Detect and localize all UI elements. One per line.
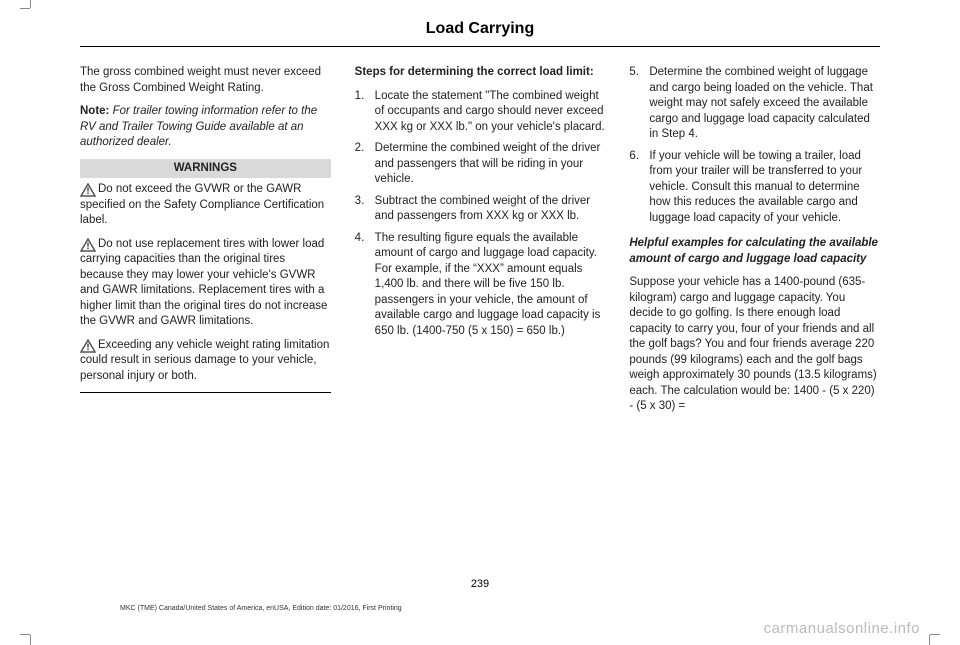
warnings-header: WARNINGS [80, 159, 331, 179]
step-item: 5. Determine the combined weight of lugga… [629, 65, 880, 143]
step-text: Locate the statement "The combined weigh… [375, 90, 605, 133]
warning-item: Do not use replacement tires with lower … [80, 237, 331, 330]
note-text: For trailer towing information refer to … [80, 105, 317, 148]
page-title: Load Carrying [80, 20, 880, 47]
column-2: Steps for determining the correct load l… [355, 65, 606, 423]
column-1: The gross combined weight must never exc… [80, 65, 331, 423]
example-text: Suppose your vehicle has a 1400-pound (6… [629, 275, 880, 415]
watermark: carmanualsonline.info [764, 620, 920, 637]
warning-icon [80, 339, 96, 353]
warning-item: Exceeding any vehicle weight rating limi… [80, 338, 331, 385]
note-label: Note: [80, 105, 109, 117]
step-text: Determine the combined weight of the dri… [375, 142, 601, 185]
step-number: 2. [355, 141, 365, 157]
warning-icon [80, 183, 96, 197]
footer-meta: MKC (TME) Canada/United States of Americ… [120, 605, 402, 612]
step-text: Determine the combined weight of luggage… [649, 66, 873, 140]
step-item: 1. Locate the statement "The combined wei… [355, 89, 606, 136]
paragraph: The gross combined weight must never exc… [80, 65, 331, 96]
examples-heading: Helpful examples for calculating the ava… [629, 236, 880, 267]
step-item: 3. Subtract the combined weight of the dr… [355, 194, 606, 225]
warning-icon [80, 238, 96, 252]
step-text: Subtract the combined weight of the driv… [375, 195, 590, 223]
step-item: 6. If your vehicle will be towing a trail… [629, 149, 880, 227]
steps-list-cont: 5. Determine the combined weight of lugga… [629, 65, 880, 226]
divider [80, 392, 331, 393]
step-text: If your vehicle will be towing a trailer… [649, 150, 862, 224]
steps-list: 1. Locate the statement "The combined wei… [355, 89, 606, 340]
step-number: 6. [629, 149, 639, 165]
step-number: 4. [355, 231, 365, 247]
step-number: 3. [355, 194, 365, 210]
step-number: 5. [629, 65, 639, 81]
step-item: 2. Determine the combined weight of the d… [355, 141, 606, 188]
warning-item: Do not exceed the GVWR or the GAWR speci… [80, 182, 331, 229]
manual-page: Load Carrying The gross combined weight … [40, 20, 920, 620]
steps-heading: Steps for determining the correct load l… [355, 65, 606, 81]
page-number: 239 [40, 578, 920, 590]
warning-text: Do not exceed the GVWR or the GAWR speci… [80, 183, 324, 226]
step-text: The resulting figure equals the availabl… [375, 232, 601, 337]
content-columns: The gross combined weight must never exc… [40, 65, 920, 423]
step-number: 1. [355, 89, 365, 105]
column-3: 5. Determine the combined weight of lugga… [629, 65, 880, 423]
step-item: 4. The resulting figure equals the availa… [355, 231, 606, 340]
note: Note: For trailer towing information ref… [80, 104, 331, 151]
warning-text: Exceeding any vehicle weight rating limi… [80, 339, 329, 382]
warning-text: Do not use replacement tires with lower … [80, 238, 327, 328]
